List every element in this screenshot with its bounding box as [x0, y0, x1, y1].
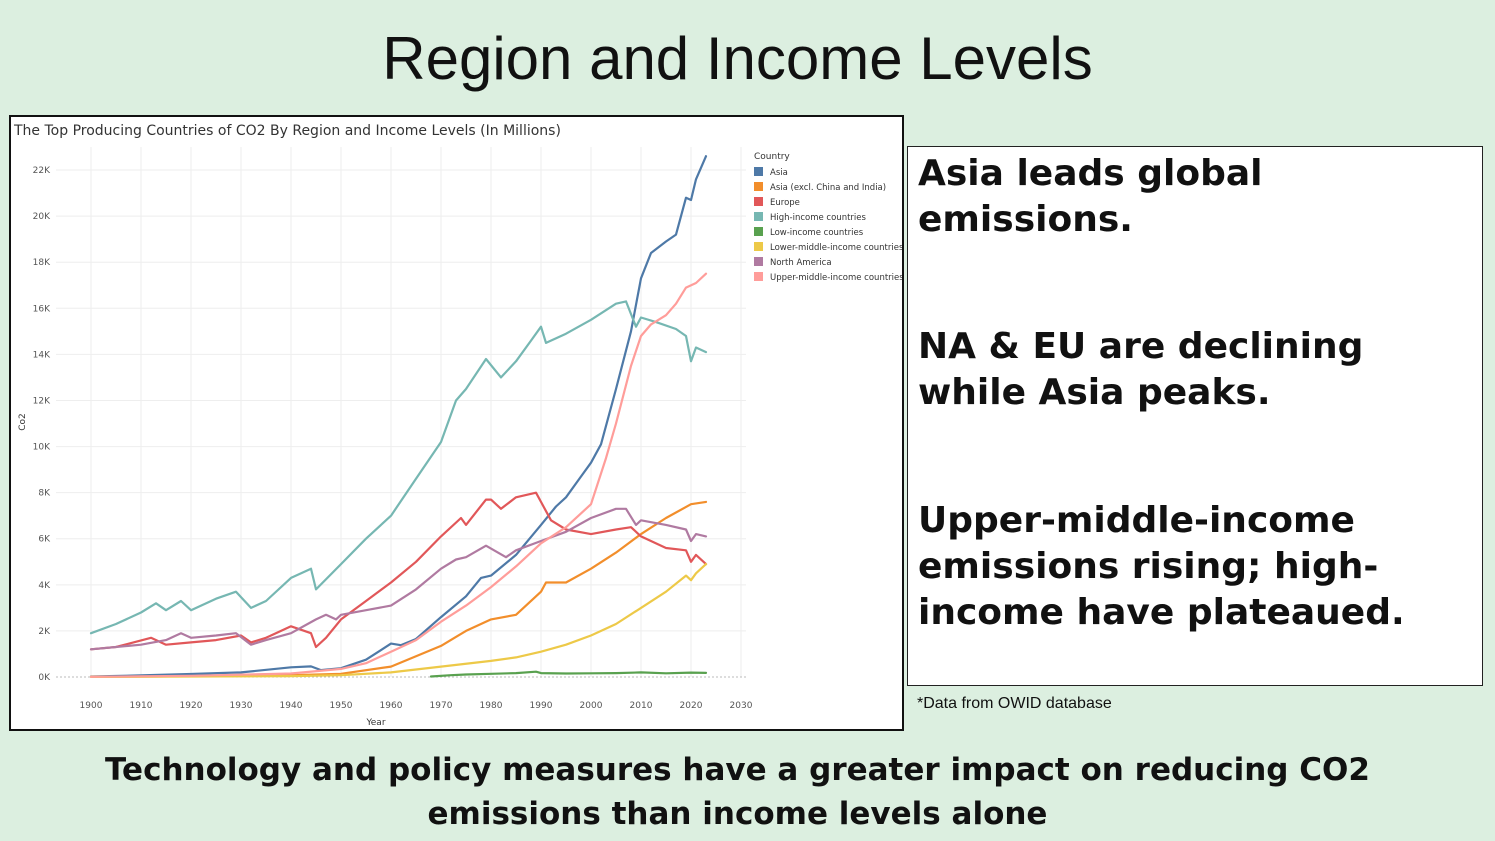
y-axis-title: Co2 [18, 413, 28, 431]
series-line [429, 670, 708, 678]
legend-label: Europe [770, 198, 800, 208]
x-tick-label: 1990 [530, 701, 553, 711]
x-tick-label: 2010 [630, 701, 653, 711]
y-tick-label: 4K [38, 581, 51, 591]
series-line [89, 272, 708, 678]
x-tick-label: 1900 [80, 701, 103, 711]
legend-swatch [754, 272, 763, 281]
series-line [89, 155, 708, 678]
notes-box: Asia leads global emissions. NA & EU are… [907, 146, 1483, 686]
x-tick-label: 1980 [480, 701, 503, 711]
note-asia-leads: Asia leads global emissions. [918, 153, 1263, 240]
line-chart: 0K 2K 4K 6K 8K 10K 12K 14K 16K 18K 20K 22K 1900 1910 1… [18, 147, 902, 728]
series-line [89, 563, 708, 678]
x-tick-label: 1910 [130, 701, 153, 711]
y-tick-label: 12K [33, 396, 51, 406]
series-line [89, 300, 708, 635]
x-tick-label: 1960 [380, 701, 403, 711]
legend-label: Asia [770, 168, 788, 178]
series-line [89, 500, 708, 678]
legend-label: Lower-middle-income countries [770, 243, 902, 253]
x-tick-label: 1940 [280, 701, 303, 711]
legend-swatch [754, 167, 763, 176]
x-tick-label: 1930 [230, 701, 253, 711]
x-tick-label: 1920 [180, 701, 203, 711]
y-tick-label: 0K [38, 673, 51, 683]
legend-title: Country [754, 152, 790, 162]
conclusion-text: Technology and policy measures have a gr… [105, 752, 1370, 832]
slide-title: Region and Income Levels [382, 25, 1093, 92]
legend-swatch [754, 197, 763, 206]
note-na-eu-declining: NA & EU are declining while Asia peaks. [918, 326, 1364, 413]
chart-panel: The Top Producing Countries of CO2 By Re… [9, 115, 904, 731]
x-tick-label: 1950 [330, 701, 353, 711]
note-income-trends: Upper-middle-income emissions rising; hi… [918, 500, 1405, 633]
y-tick-label: 16K [33, 304, 51, 314]
legend-label: Upper-middle-income countries [770, 273, 902, 283]
x-tick-label: 2030 [730, 701, 753, 711]
legend-swatch [754, 257, 763, 266]
legend-label: Asia (excl. China and India) [770, 183, 886, 193]
legend-swatch [754, 242, 763, 251]
x-tick-label: 2000 [580, 701, 603, 711]
legend-swatch [754, 182, 763, 191]
y-tick-label: 18K [33, 258, 51, 268]
legend-label: High-income countries [770, 213, 867, 223]
legend-swatch [754, 212, 763, 221]
source-note: *Data from OWID database [917, 695, 1112, 712]
series-line [89, 491, 708, 651]
y-tick-label: 8K [38, 489, 51, 499]
legend-label: Low-income countries [770, 228, 864, 238]
legend-label: North America [770, 258, 832, 268]
x-tick-label: 2020 [680, 701, 703, 711]
y-tick-label: 14K [33, 350, 51, 360]
y-tick-label: 22K [33, 166, 51, 176]
x-tick-label: 1970 [430, 701, 453, 711]
chart-title: The Top Producing Countries of CO2 By Re… [14, 123, 561, 139]
x-axis-title: Year [365, 718, 385, 728]
y-tick-label: 10K [33, 443, 51, 453]
legend-swatch [754, 227, 763, 236]
y-tick-label: 20K [33, 212, 51, 222]
y-tick-label: 2K [38, 627, 51, 637]
y-tick-label: 6K [38, 535, 51, 545]
series-line [89, 507, 708, 651]
